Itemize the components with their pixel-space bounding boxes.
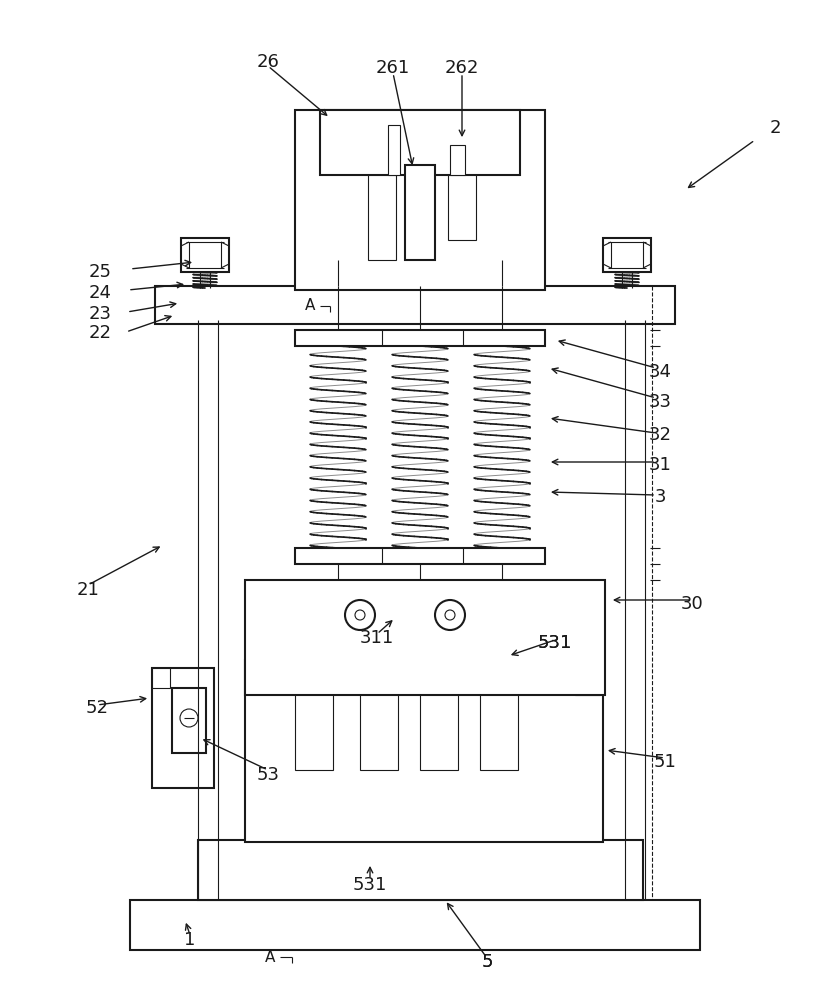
Bar	[198, 840, 643, 900]
Text: 5: 5	[481, 953, 493, 971]
Bar	[485, 655, 520, 670]
Text: 531: 531	[353, 876, 387, 894]
Bar	[245, 580, 605, 695]
Text: 5: 5	[481, 953, 493, 971]
Text: 2: 2	[769, 119, 781, 137]
Bar	[388, 125, 400, 175]
Text: 53: 53	[256, 766, 280, 784]
Bar	[603, 238, 651, 272]
Text: 1: 1	[184, 931, 196, 949]
Text: 26: 26	[256, 53, 280, 71]
Bar	[575, 660, 600, 695]
Bar	[295, 670, 333, 770]
Bar	[565, 655, 580, 665]
Bar	[450, 145, 465, 175]
Bar	[181, 238, 229, 272]
Text: 261: 261	[376, 59, 410, 77]
Bar	[152, 668, 170, 688]
Text: 262: 262	[445, 59, 479, 77]
Text: 30: 30	[681, 595, 704, 613]
Text: 21: 21	[77, 581, 99, 599]
Bar	[172, 688, 206, 753]
Text: 24: 24	[88, 284, 112, 302]
Bar	[130, 900, 700, 950]
Text: 22: 22	[88, 324, 112, 342]
Bar	[245, 660, 603, 842]
Text: 3: 3	[654, 488, 666, 506]
Text: 51: 51	[653, 753, 676, 771]
Bar	[320, 110, 520, 175]
Text: 52: 52	[85, 699, 108, 717]
Text: 31: 31	[648, 456, 672, 474]
Text: 23: 23	[88, 305, 112, 323]
Text: 33: 33	[648, 393, 672, 411]
Text: A: A	[265, 950, 275, 964]
Bar	[152, 668, 214, 788]
Bar	[480, 670, 518, 770]
Bar	[155, 286, 675, 324]
Bar	[420, 670, 458, 770]
Bar	[448, 175, 476, 240]
Bar	[405, 165, 435, 260]
Text: 531: 531	[538, 634, 572, 652]
Text: 34: 34	[648, 363, 672, 381]
Bar	[360, 670, 398, 770]
Bar	[368, 175, 396, 260]
Text: 531: 531	[538, 634, 572, 652]
Bar	[295, 330, 545, 346]
Text: 25: 25	[88, 263, 112, 281]
Text: A: A	[305, 298, 315, 314]
Bar	[295, 548, 545, 564]
Text: 32: 32	[648, 426, 672, 444]
Bar	[295, 110, 545, 290]
Text: 311: 311	[360, 629, 394, 647]
